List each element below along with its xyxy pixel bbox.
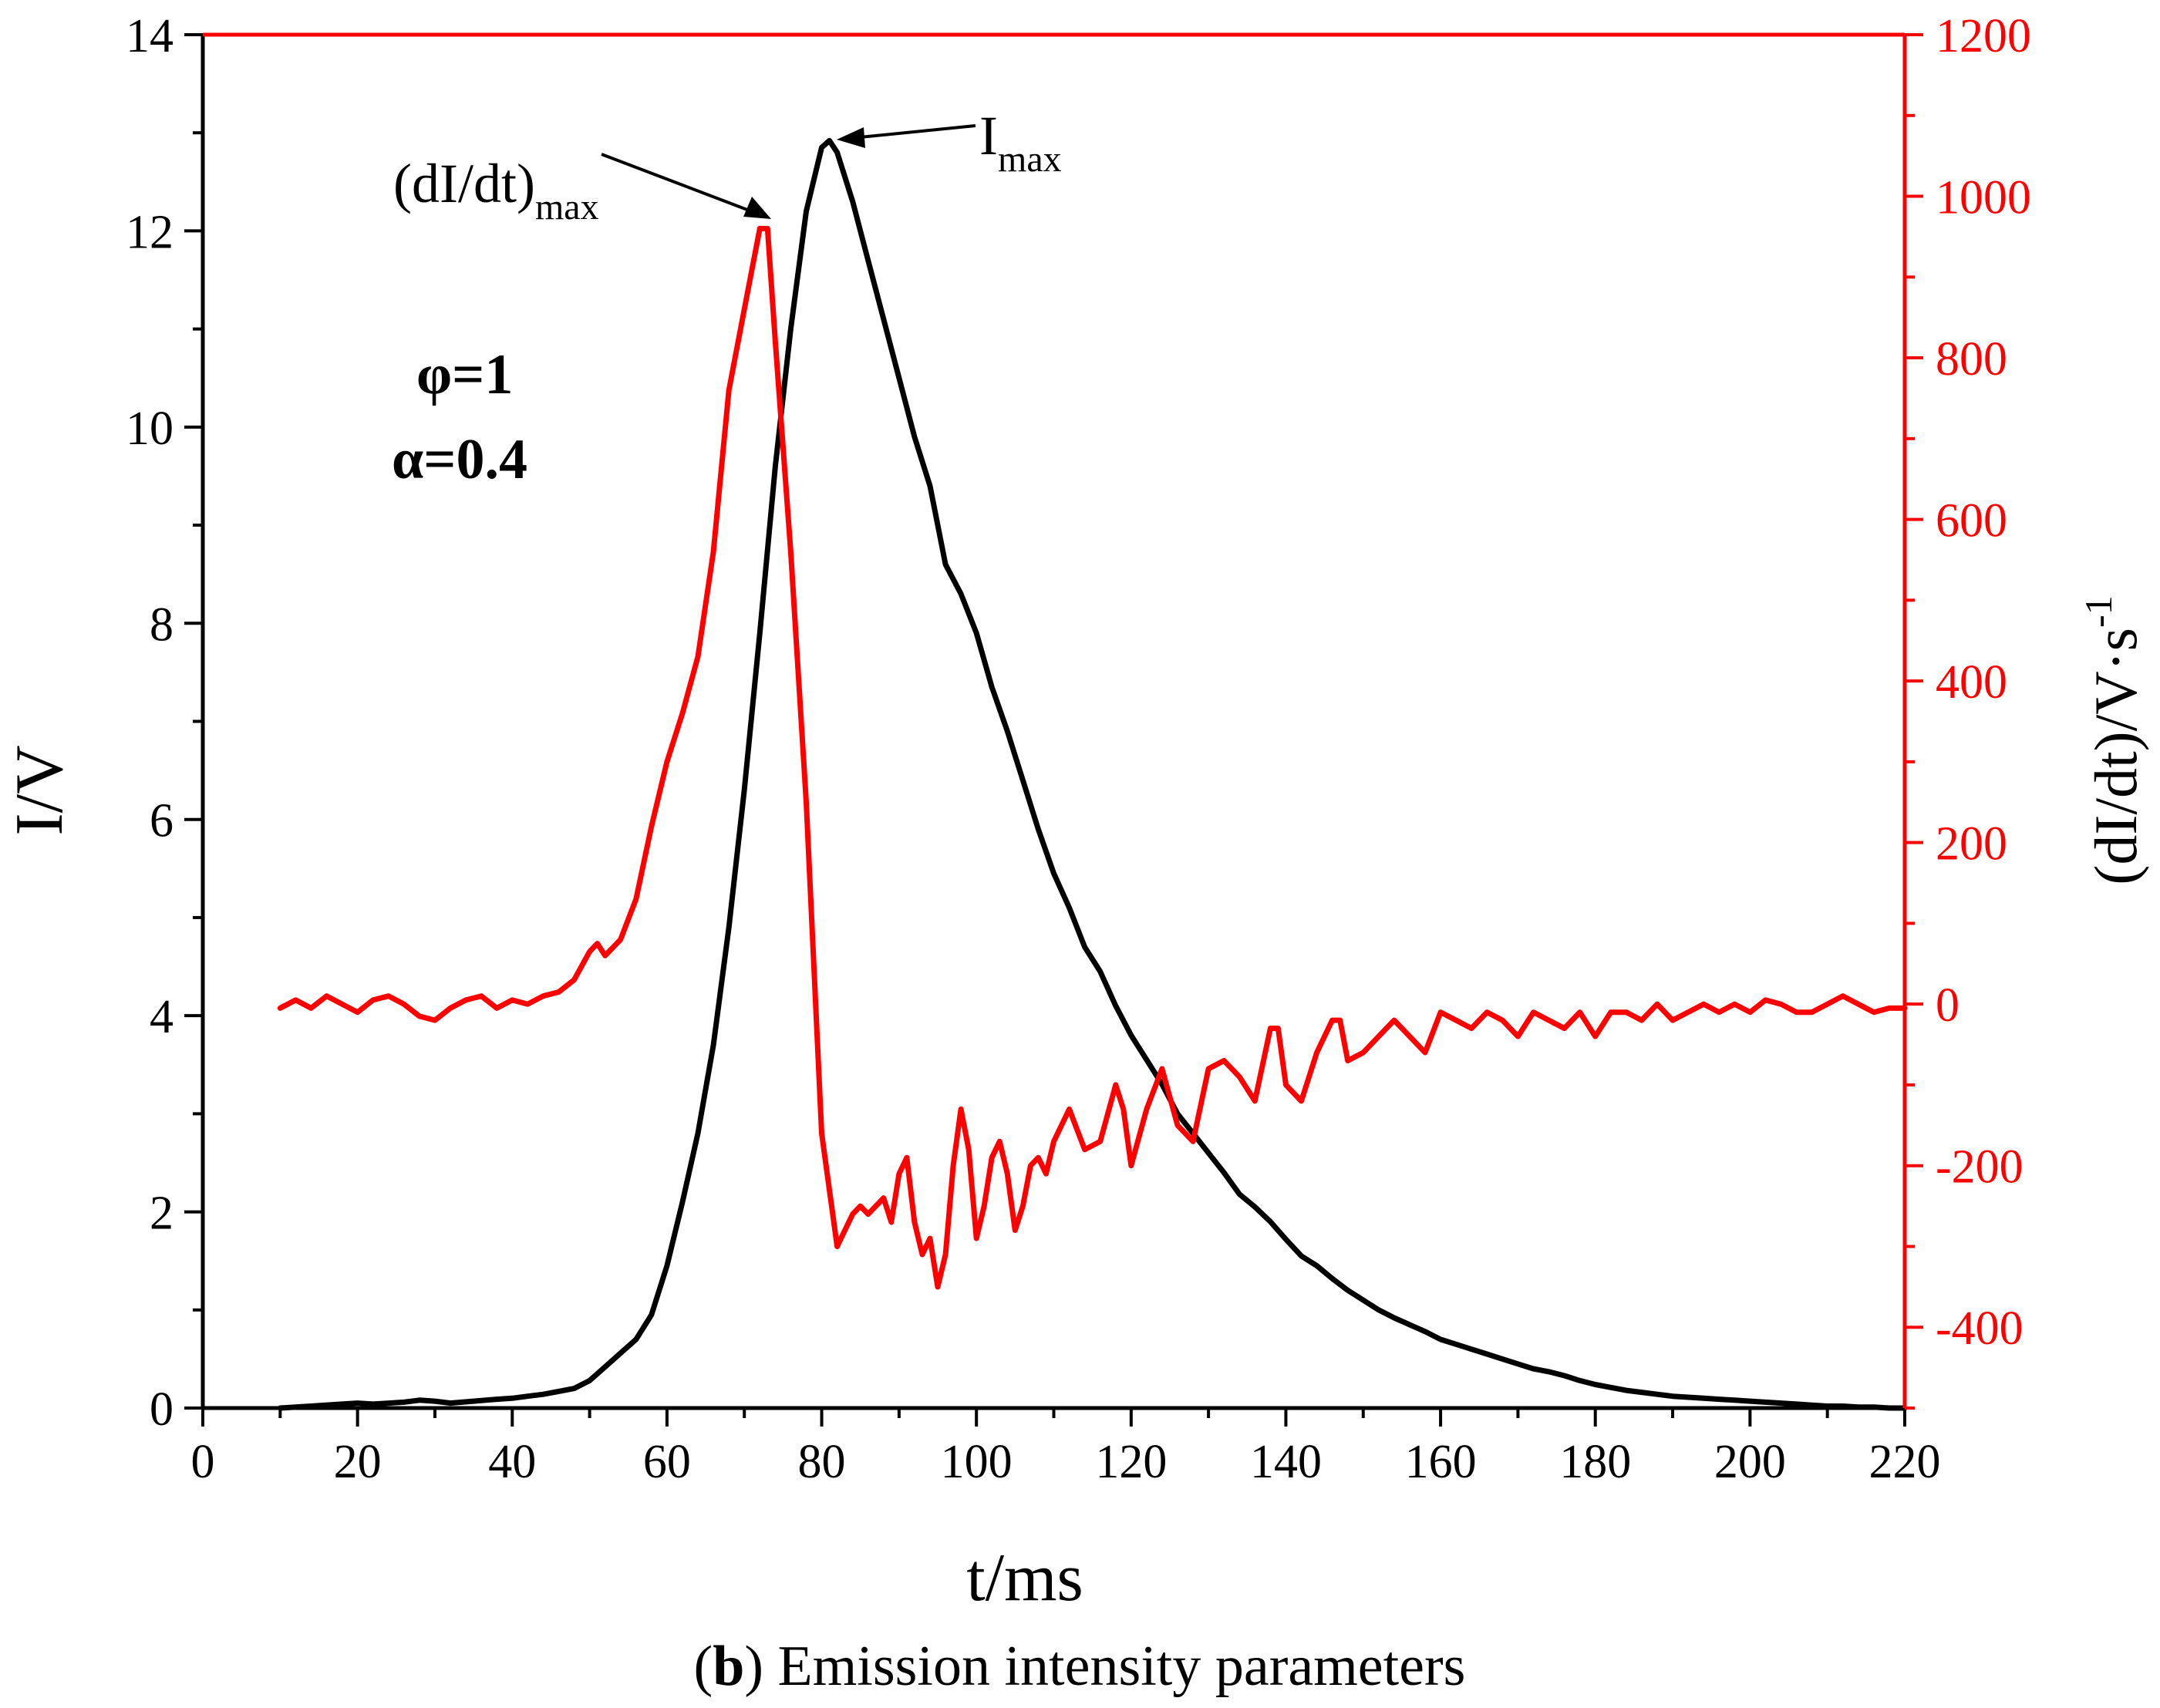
- right-y-tick-label: -200: [1936, 1141, 2024, 1194]
- left-y-axis-ticks: 0 2 4 6 8 10 12 14: [126, 10, 203, 1436]
- left-y-tick-label: 10: [126, 403, 174, 455]
- left-y-tick-label: 2: [150, 1188, 174, 1240]
- x-tick-label: 0: [191, 1436, 215, 1488]
- right-y-axis-title: (dI/dt)/V·s-1: [2077, 595, 2149, 884]
- right-y-axis-title-main: (dI/dt)/V·s: [2082, 628, 2149, 885]
- x-tick-label: 200: [1714, 1436, 1786, 1488]
- alpha-label: α=0.4: [392, 428, 527, 491]
- derivative-line: [277, 225, 1908, 1290]
- dimax-label-main: (dI/dt): [393, 153, 535, 214]
- imax-label: Imax: [979, 105, 1062, 180]
- figure-caption: (b) Emission intensity parameters: [694, 1635, 1466, 1698]
- caption-text: Emission intensity parameters: [763, 1635, 1465, 1698]
- dimax-label: (dI/dt)max: [393, 153, 599, 227]
- x-axis-ticks: 0 20 40 60 80 100 120 140 160 180 200 220: [191, 1408, 1941, 1488]
- x-tick-label: 180: [1559, 1436, 1631, 1488]
- phi-label: φ=1: [416, 343, 513, 406]
- left-y-tick-label: 8: [150, 598, 174, 651]
- plot-area: [277, 137, 1908, 1411]
- right-y-tick-label: 1000: [1936, 172, 2031, 224]
- dimax-label-sub: max: [535, 187, 599, 227]
- right-y-tick-label: 400: [1936, 656, 2007, 709]
- left-y-tick-label: 14: [126, 10, 174, 62]
- x-tick-label: 60: [643, 1436, 691, 1488]
- right-y-tick-label: -400: [1936, 1302, 2024, 1355]
- x-tick-label: 160: [1405, 1436, 1477, 1488]
- imax-arrowhead: [837, 127, 865, 148]
- left-y-tick-label: 12: [126, 206, 174, 258]
- right-y-tick-label: 0: [1936, 979, 1960, 1032]
- left-y-tick-label: 0: [150, 1383, 174, 1436]
- dimax-annotation: (dI/dt)max: [393, 153, 771, 227]
- right-y-tick-label: 600: [1936, 495, 2007, 547]
- left-y-tick-label: 4: [150, 991, 174, 1043]
- right-y-tick-label: 1200: [1936, 10, 2031, 62]
- x-tick-label: 220: [1869, 1436, 1941, 1488]
- x-tick-label: 100: [941, 1436, 1013, 1488]
- imax-annotation: Imax: [837, 105, 1062, 180]
- caption-letter: b: [713, 1635, 744, 1698]
- dimax-arrowhead: [743, 197, 771, 219]
- left-y-tick-label: 6: [150, 795, 174, 847]
- x-axis-title: t/ms: [966, 1541, 1083, 1615]
- right-y-tick-label: 800: [1936, 333, 2007, 386]
- x-tick-label: 20: [334, 1436, 382, 1488]
- imax-label-sub: max: [998, 139, 1062, 180]
- x-tick-label: 120: [1095, 1436, 1167, 1488]
- x-tick-label: 140: [1250, 1436, 1322, 1488]
- left-y-axis-title: I/V: [2, 745, 77, 835]
- right-y-axis-title-superscript: -1: [2077, 595, 2120, 628]
- x-tick-label: 40: [488, 1436, 536, 1488]
- intensity-line: [277, 137, 1908, 1411]
- dimax-arrow: [601, 153, 764, 217]
- right-y-axis-ticks: -400 -200 0 200 400 600 800 1000 1200: [1905, 10, 2031, 1410]
- right-y-tick-label: 200: [1936, 818, 2007, 871]
- x-tick-label: 80: [798, 1436, 846, 1488]
- imax-arrow: [844, 124, 976, 140]
- imax-label-main: I: [979, 105, 998, 167]
